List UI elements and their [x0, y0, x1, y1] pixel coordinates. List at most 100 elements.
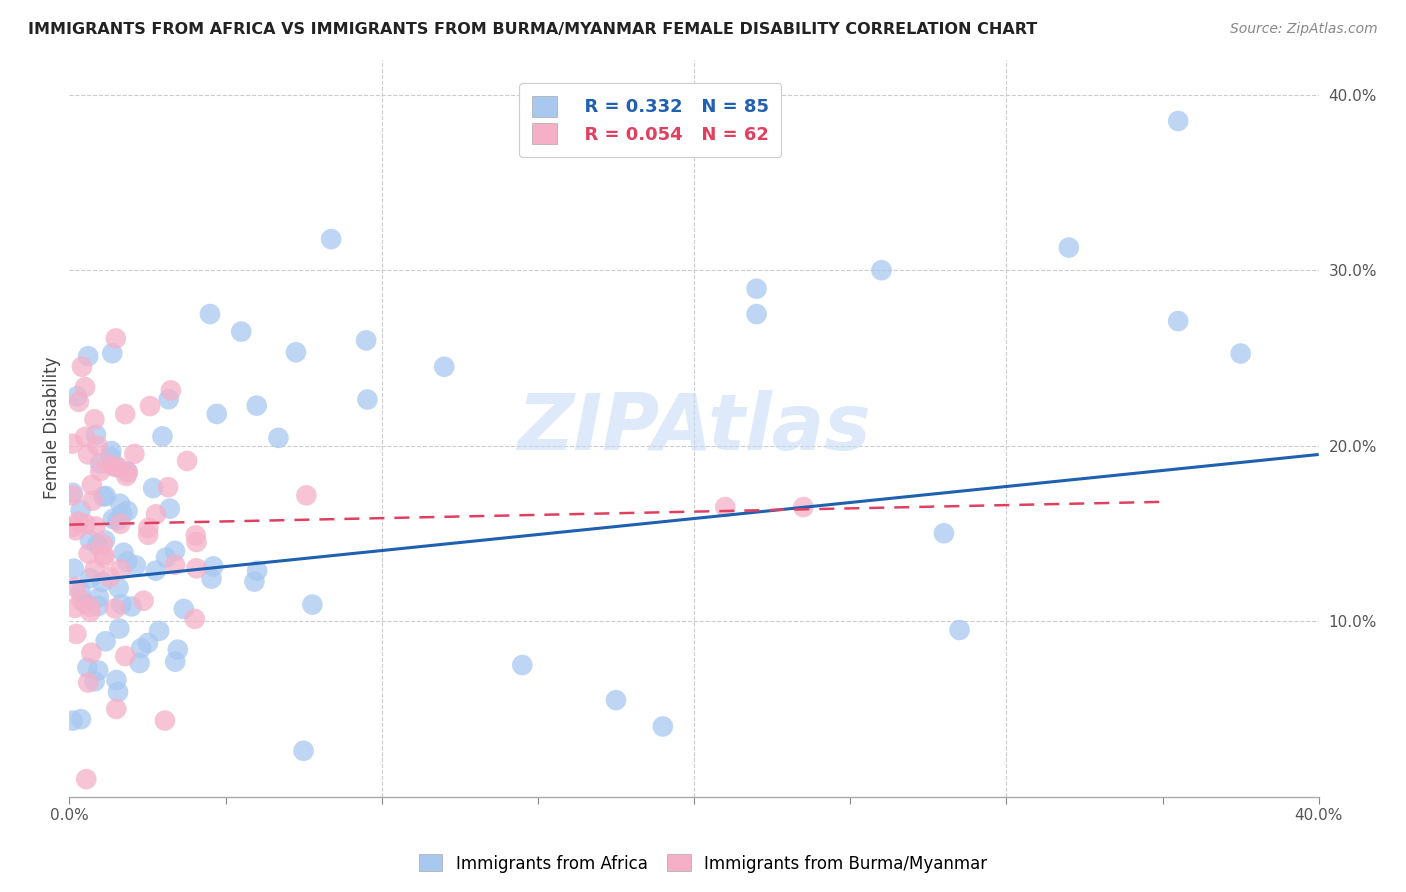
- Point: [65, 580, 87, 594]
- Point: [163, 558, 186, 572]
- Point: [94, 533, 117, 548]
- Point: [157, 480, 180, 494]
- Point: [165, 655, 187, 669]
- Point: [108, 497, 131, 511]
- Point: [80, 646, 103, 660]
- Point: [93, 548, 115, 562]
- Point: [107, 581, 129, 595]
- Point: [107, 685, 129, 699]
- Point: [77, 447, 100, 461]
- Point: [73, 596, 96, 610]
- Point: [70, 359, 93, 374]
- Point: [110, 562, 132, 576]
- Point: [75, 772, 97, 786]
- Point: [114, 648, 136, 663]
- Point: [84, 519, 107, 533]
- Point: [94, 634, 117, 648]
- Point: [243, 574, 266, 589]
- Point: [356, 392, 378, 407]
- Legend: Immigrants from Africa, Immigrants from Burma/Myanmar: Immigrants from Africa, Immigrants from …: [412, 847, 994, 880]
- Point: [114, 407, 136, 421]
- Point: [173, 602, 195, 616]
- Point: [103, 459, 125, 474]
- Point: [65, 524, 87, 538]
- Point: [745, 307, 768, 321]
- Point: [93, 550, 115, 565]
- Point: [67, 515, 90, 529]
- Point: [152, 429, 174, 443]
- Point: [163, 544, 186, 558]
- Point: [87, 664, 110, 678]
- Point: [125, 558, 148, 573]
- Point: [80, 478, 103, 492]
- Point: [110, 516, 132, 531]
- Point: [105, 673, 128, 687]
- Point: [77, 547, 100, 561]
- Point: [136, 636, 159, 650]
- Point: [166, 642, 188, 657]
- Point: [117, 504, 139, 518]
- Point: [93, 490, 115, 504]
- Point: [98, 570, 121, 584]
- Point: [87, 591, 110, 605]
- Point: [246, 564, 269, 578]
- Point: [75, 430, 97, 444]
- Point: [200, 572, 222, 586]
- Point: [1167, 114, 1189, 128]
- Point: [155, 550, 177, 565]
- Point: [104, 601, 127, 615]
- Point: [65, 627, 87, 641]
- Point: [186, 535, 208, 549]
- Point: [136, 528, 159, 542]
- Point: [62, 561, 84, 575]
- Point: [1057, 241, 1080, 255]
- Point: [153, 714, 176, 728]
- Y-axis label: Female Disability: Female Disability: [44, 357, 60, 500]
- Point: [100, 450, 122, 464]
- Point: [1229, 346, 1251, 360]
- Point: [96, 456, 118, 470]
- Point: [292, 744, 315, 758]
- Point: [101, 512, 124, 526]
- Point: [70, 593, 93, 607]
- Point: [79, 605, 101, 619]
- Point: [321, 232, 343, 246]
- Point: [184, 528, 207, 542]
- Point: [285, 345, 308, 359]
- Point: [148, 624, 170, 638]
- Point: [198, 307, 221, 321]
- Point: [105, 460, 128, 475]
- Point: [651, 719, 673, 733]
- Point: [73, 380, 96, 394]
- Point: [205, 407, 228, 421]
- Point: [100, 444, 122, 458]
- Point: [83, 563, 105, 577]
- Text: Source: ZipAtlas.com: Source: ZipAtlas.com: [1230, 22, 1378, 37]
- Point: [69, 503, 91, 517]
- Point: [139, 399, 162, 413]
- Point: [295, 488, 318, 502]
- Point: [86, 538, 108, 552]
- Point: [246, 399, 269, 413]
- Point: [142, 481, 165, 495]
- Point: [433, 359, 456, 374]
- Point: [932, 526, 955, 541]
- Point: [87, 599, 110, 613]
- Point: [79, 533, 101, 548]
- Point: [75, 516, 97, 531]
- Point: [62, 488, 84, 502]
- Point: [132, 593, 155, 607]
- Point: [745, 282, 768, 296]
- Point: [63, 601, 86, 615]
- Point: [115, 555, 138, 569]
- Point: [714, 500, 737, 515]
- Point: [354, 334, 377, 348]
- Point: [136, 521, 159, 535]
- Point: [117, 464, 139, 478]
- Point: [69, 584, 91, 599]
- Point: [1167, 314, 1189, 328]
- Point: [82, 493, 104, 508]
- Point: [79, 599, 101, 614]
- Point: [112, 546, 135, 560]
- Point: [77, 675, 100, 690]
